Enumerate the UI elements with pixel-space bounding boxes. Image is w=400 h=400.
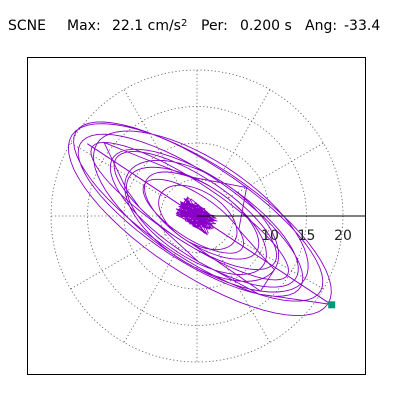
angle-label: Ang: [305, 18, 338, 34]
max-value: 22.1 cm/s2 [112, 18, 187, 34]
grid-spoke-60 [214, 89, 271, 185]
grid-spoke-300 [214, 247, 271, 343]
radial-tick-label-10: 10 [261, 228, 279, 244]
radial-tick-label-20: 20 [334, 228, 352, 244]
radial-tick-label-15: 15 [298, 228, 316, 244]
grid-spoke-330 [228, 233, 324, 290]
hodogram-core [175, 196, 218, 236]
period-value: 0.200 s [240, 18, 292, 34]
max-excursion-line [87, 143, 332, 306]
station-code: SCNE [8, 18, 46, 34]
hodogram-trace [67, 121, 332, 317]
max-marker [328, 301, 336, 309]
max-unit-exponent: 2 [180, 18, 188, 29]
grid-spoke-30 [228, 142, 324, 199]
grid-spoke-120 [123, 89, 180, 185]
max-label: Max: [67, 18, 101, 34]
max-unit: cm/s [147, 18, 181, 34]
max-number: 22.1 [112, 18, 144, 34]
plot-frame [27, 57, 366, 375]
angle-value: -33.4 [344, 18, 381, 34]
grid-spoke-240 [123, 247, 180, 343]
grid-spoke-210 [70, 233, 166, 290]
period-label: Per: [201, 18, 228, 34]
chart-header: SCNE Max: 22.1 cm/s2 Per: 0.200 s Ang: -… [0, 18, 400, 40]
plot-area: 10 15 20 [50, 69, 365, 363]
grid-spoke-150 [70, 142, 166, 199]
